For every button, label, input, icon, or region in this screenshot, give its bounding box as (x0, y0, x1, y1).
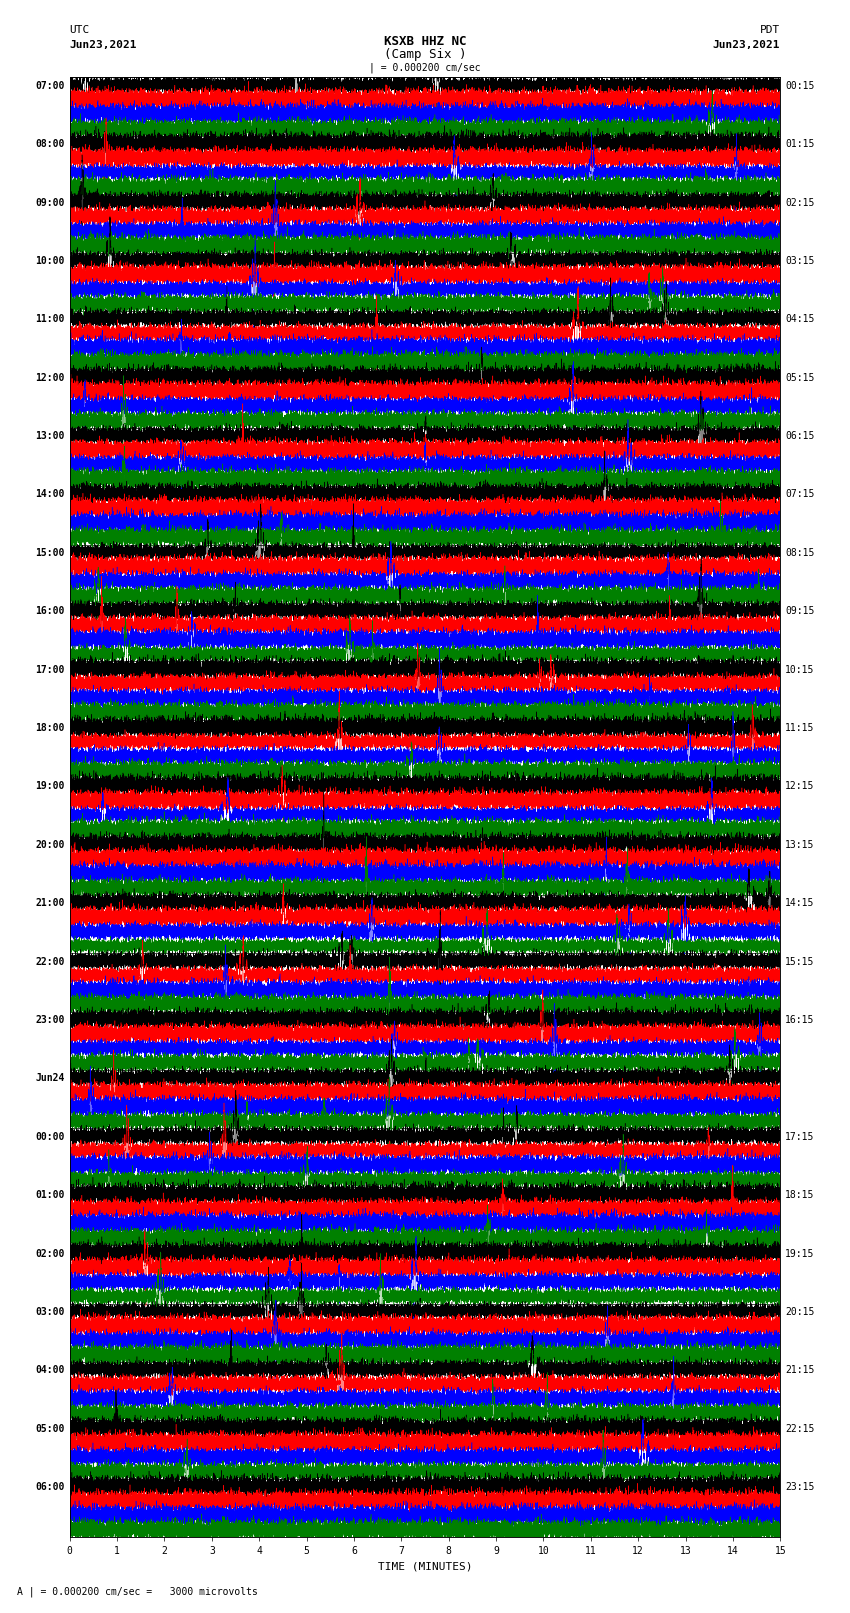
Text: A | = 0.000200 cm/sec =   3000 microvolts: A | = 0.000200 cm/sec = 3000 microvolts (17, 1586, 258, 1597)
X-axis label: TIME (MINUTES): TIME (MINUTES) (377, 1561, 473, 1571)
Text: Jun23,2021: Jun23,2021 (713, 40, 780, 50)
Text: (Camp Six ): (Camp Six ) (383, 48, 467, 61)
Text: KSXB HHZ NC: KSXB HHZ NC (383, 35, 467, 48)
Text: Jun23,2021: Jun23,2021 (70, 40, 137, 50)
Text: UTC: UTC (70, 26, 90, 35)
Text: | = 0.000200 cm/sec: | = 0.000200 cm/sec (369, 61, 481, 73)
Text: PDT: PDT (760, 26, 780, 35)
